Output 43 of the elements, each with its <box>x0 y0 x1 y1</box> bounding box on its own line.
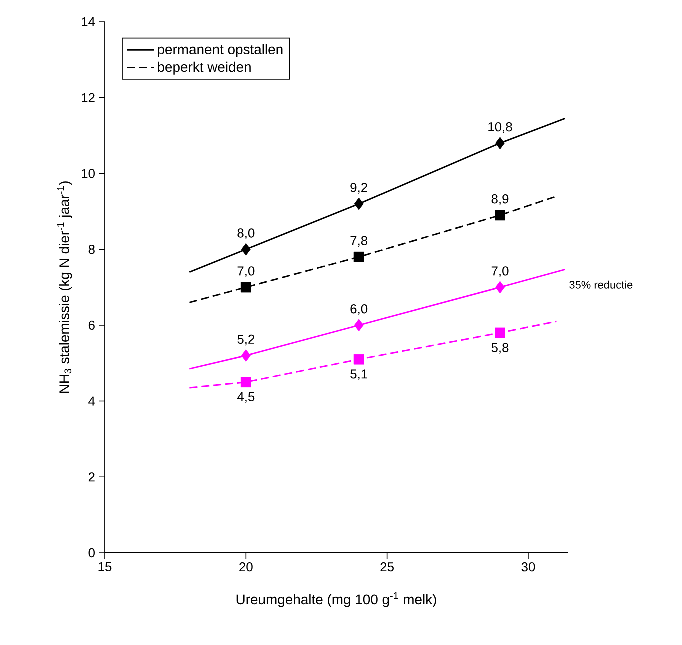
line-series <box>188 320 558 389</box>
y-tick-label: 8 <box>88 244 95 254</box>
x-axis-title: Ureumgehalte (mg 100 g$^{-1}$ melk) <box>236 592 436 608</box>
y-tick-label: 6 <box>88 320 95 330</box>
point <box>495 328 506 338</box>
legend-label: permanent opstallen <box>158 44 283 58</box>
x-tick-label: 30 <box>522 562 536 572</box>
y-tick-label: 10 <box>82 169 95 178</box>
data-label: 7,8 <box>350 236 368 247</box>
y-tick-label: 4 <box>88 396 96 406</box>
point <box>354 252 364 262</box>
point <box>240 282 252 293</box>
data-label: 5,8 <box>492 343 509 354</box>
point <box>496 137 505 150</box>
y-tick-label: 0 <box>88 548 95 558</box>
point <box>354 319 364 332</box>
data-label: 9,2 <box>350 183 368 194</box>
data-label: 8,0 <box>238 228 255 240</box>
point <box>241 243 251 256</box>
data-label: 7,0 <box>492 266 509 278</box>
y-axis-title: NH$_{3}$ stalemissie (kg N dier$^{-1}$ jaar$^{-1}$) <box>57 182 72 394</box>
y-tick-label: 14 <box>82 18 96 26</box>
data-label: 10,8 <box>488 122 512 134</box>
x-tick-label: 15 <box>98 562 112 572</box>
point <box>354 354 364 365</box>
point <box>240 377 252 388</box>
data-label: 8,9 <box>492 194 509 206</box>
point <box>354 198 364 210</box>
y-tick-label: 2 <box>88 472 95 482</box>
y-tick-label: 12 <box>82 93 95 102</box>
point <box>496 281 505 294</box>
x-tick-label: 20 <box>240 562 253 572</box>
data-label: 6,0 <box>350 304 368 316</box>
data-label: 7,0 <box>238 266 255 278</box>
data-label: 5,2 <box>238 334 255 346</box>
data-label: 5,1 <box>350 370 368 380</box>
legend-label: beperkt weiden <box>158 62 251 75</box>
point <box>495 210 506 221</box>
data-label: 4,5 <box>237 392 255 404</box>
point <box>241 350 251 362</box>
text: 35% reductie <box>570 280 633 289</box>
x-tick-label: 25 <box>380 562 394 572</box>
line-series <box>188 268 566 370</box>
